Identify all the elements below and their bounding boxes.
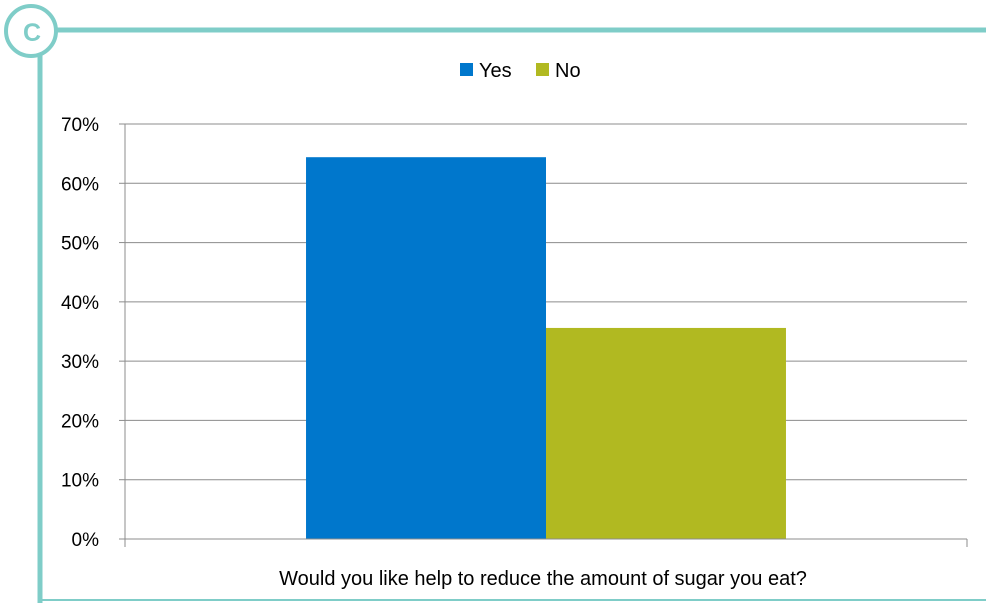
y-tick-label: 40% <box>61 293 99 314</box>
badge-letter: C <box>23 19 41 47</box>
y-tick-label: 30% <box>61 352 99 373</box>
bar-no <box>546 327 786 539</box>
x-axis-label: Would you like help to reduce the amount… <box>279 568 807 590</box>
bars <box>306 157 786 539</box>
legend: Yes No <box>460 60 581 82</box>
badge-circle <box>4 4 58 58</box>
legend-label-yes: Yes <box>479 60 512 82</box>
axes: 0% 10% 20% 30% 40% 50% 60% 70% <box>61 115 968 551</box>
bar-yes <box>306 157 546 539</box>
y-tick-label: 10% <box>61 471 99 492</box>
y-tick-label: 20% <box>61 411 99 432</box>
legend-label-no: No <box>555 60 581 82</box>
y-tick-label: 70% <box>61 115 99 136</box>
legend-swatch-no <box>536 63 549 76</box>
y-tick-label: 50% <box>61 234 99 255</box>
y-tick-label: 60% <box>61 174 99 195</box>
legend-swatch-yes <box>460 63 473 76</box>
y-tick-label: 0% <box>72 530 100 551</box>
